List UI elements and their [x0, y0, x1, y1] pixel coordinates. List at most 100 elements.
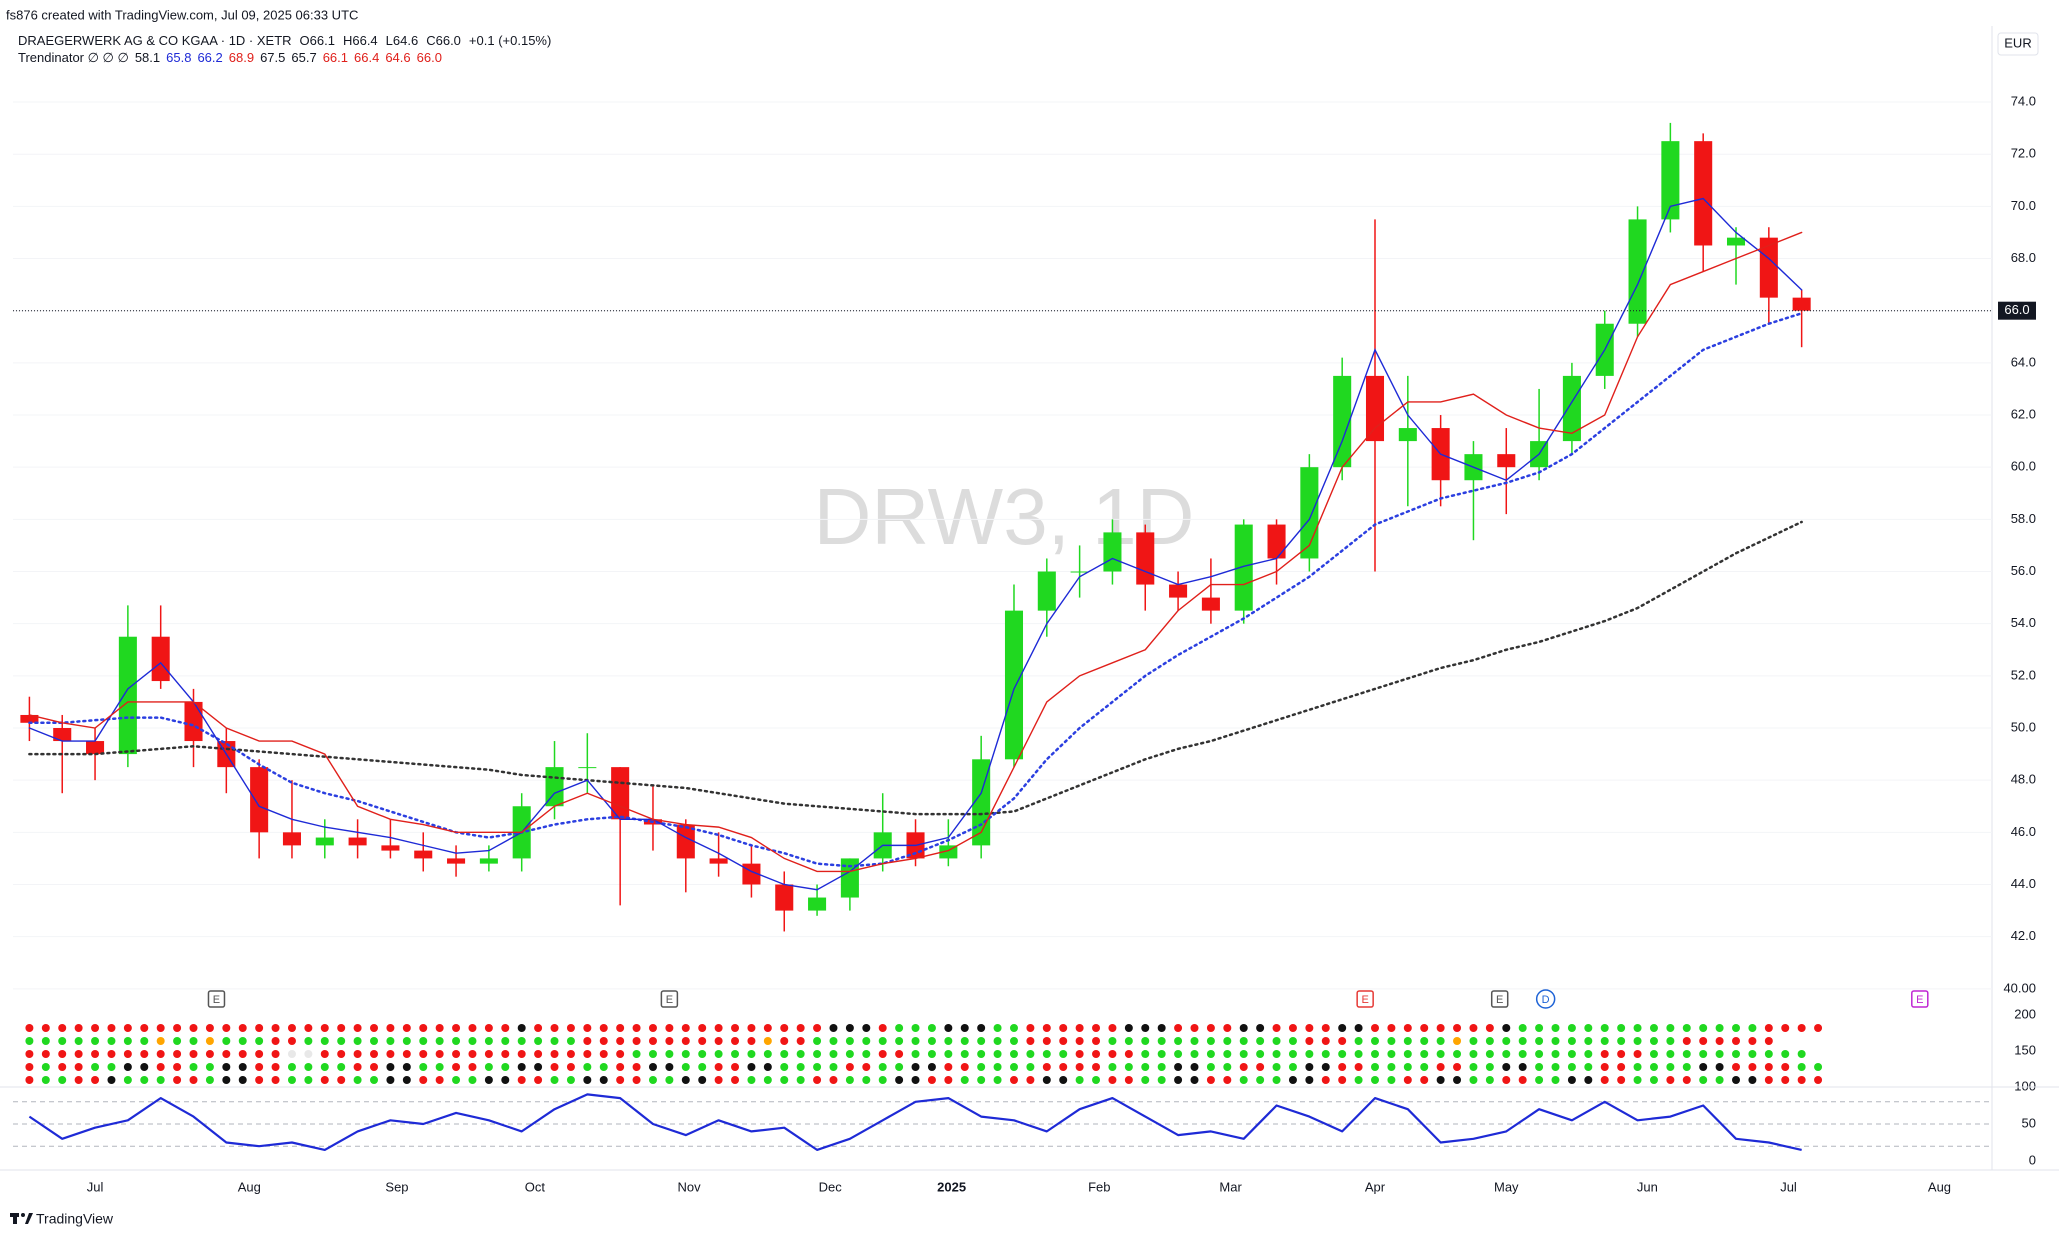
event-marker [207, 990, 226, 1008]
state-dot [1469, 1063, 1478, 1071]
ohlc-value: C66.0 [426, 33, 461, 48]
state-dot [583, 1076, 592, 1084]
candle-body [1792, 297, 1811, 311]
state-dot [698, 1024, 707, 1032]
state-dot [1157, 1024, 1166, 1032]
state-dot [287, 1063, 296, 1071]
state-dot [796, 1050, 805, 1058]
state-dot [1666, 1024, 1675, 1032]
state-dot [731, 1050, 740, 1058]
y-tick-label: 44.0 [2011, 876, 2036, 891]
state-dot [1617, 1037, 1626, 1045]
state-dot [91, 1076, 100, 1084]
event-label: E [666, 994, 673, 1006]
candle-body [151, 636, 170, 682]
state-dot [91, 1037, 100, 1045]
state-dot [41, 1076, 50, 1084]
state-dot [1042, 1063, 1051, 1071]
state-dot [1108, 1037, 1117, 1045]
candle-body [1398, 428, 1417, 442]
state-dot [813, 1024, 822, 1032]
state-dot [960, 1050, 969, 1058]
state-dot [1617, 1024, 1626, 1032]
state-dot [370, 1076, 379, 1084]
state-dot [911, 1024, 920, 1032]
state-dot [386, 1024, 395, 1032]
state-dot [1206, 1076, 1215, 1084]
state-dot [747, 1063, 756, 1071]
y-tick-label: 100 [2014, 1078, 2036, 1093]
state-dot [747, 1037, 756, 1045]
candle-body [578, 767, 597, 769]
state-dot [1338, 1024, 1347, 1032]
state-dot [173, 1037, 182, 1045]
state-dot [534, 1063, 543, 1071]
candle-body [1169, 584, 1188, 598]
candle-body [1103, 532, 1122, 572]
state-dot [1075, 1050, 1084, 1058]
state-dot [468, 1076, 477, 1084]
state-dot [484, 1024, 493, 1032]
y-tick-label: 72.0 [2011, 146, 2036, 161]
state-dot [1288, 1050, 1297, 1058]
state-dot [1108, 1024, 1117, 1032]
state-dot [1748, 1076, 1757, 1084]
state-dot [107, 1024, 116, 1032]
state-dot [796, 1024, 805, 1032]
state-dot [1026, 1037, 1035, 1045]
y-tick-label: 58.0 [2011, 511, 2036, 526]
state-dot [1288, 1024, 1297, 1032]
state-dot [1732, 1050, 1741, 1058]
state-dot [1584, 1037, 1593, 1045]
event-marker [1356, 990, 1374, 1008]
state-dot [1633, 1024, 1642, 1032]
state-dot [1764, 1037, 1773, 1045]
currency[interactable]: EUR [2004, 35, 2031, 50]
state-dot [255, 1050, 264, 1058]
y-tick-label: 50.0 [2011, 719, 2036, 734]
indicator-value: 66.2 [197, 50, 222, 65]
state-dot [1256, 1037, 1265, 1045]
state-dot [304, 1037, 313, 1045]
state-dot [386, 1063, 395, 1071]
state-dot [1699, 1024, 1708, 1032]
candle-body [1628, 219, 1647, 324]
indicator-value: 65.7 [291, 50, 316, 65]
state-dot [238, 1037, 247, 1045]
ohlc-value: O66.1 [300, 33, 335, 48]
state-dot [1256, 1050, 1265, 1058]
state-dot [1682, 1050, 1691, 1058]
x-tick-label: Jun [1637, 1179, 1658, 1194]
state-dot [58, 1050, 67, 1058]
state-dot [255, 1063, 264, 1071]
currency-box[interactable] [1997, 32, 2039, 56]
state-dot [173, 1076, 182, 1084]
state-dot [320, 1076, 329, 1084]
state-dot [944, 1063, 953, 1071]
state-dot [1436, 1037, 1445, 1045]
state-dot [353, 1037, 362, 1045]
state-dot [1092, 1063, 1101, 1071]
state-dot [25, 1063, 34, 1071]
state-dot [829, 1063, 838, 1071]
state-dot [156, 1050, 165, 1058]
state-dot [1551, 1063, 1560, 1071]
state-dot [944, 1037, 953, 1045]
state-dot [1715, 1076, 1724, 1084]
state-dot [386, 1037, 395, 1045]
state-dot [419, 1037, 428, 1045]
y-tick-label: 48.0 [2011, 772, 2036, 787]
state-dot [1764, 1050, 1773, 1058]
state-dot [1567, 1076, 1576, 1084]
state-dot [1584, 1063, 1593, 1071]
candle-body [479, 858, 498, 864]
candle-body [20, 714, 39, 723]
state-dot [911, 1076, 920, 1084]
state-dot [337, 1063, 346, 1071]
state-dot [222, 1076, 231, 1084]
state-dot [1223, 1024, 1232, 1032]
state-dot [419, 1024, 428, 1032]
state-dot [1535, 1024, 1544, 1032]
state-dot [1797, 1050, 1806, 1058]
state-dot [1305, 1024, 1314, 1032]
